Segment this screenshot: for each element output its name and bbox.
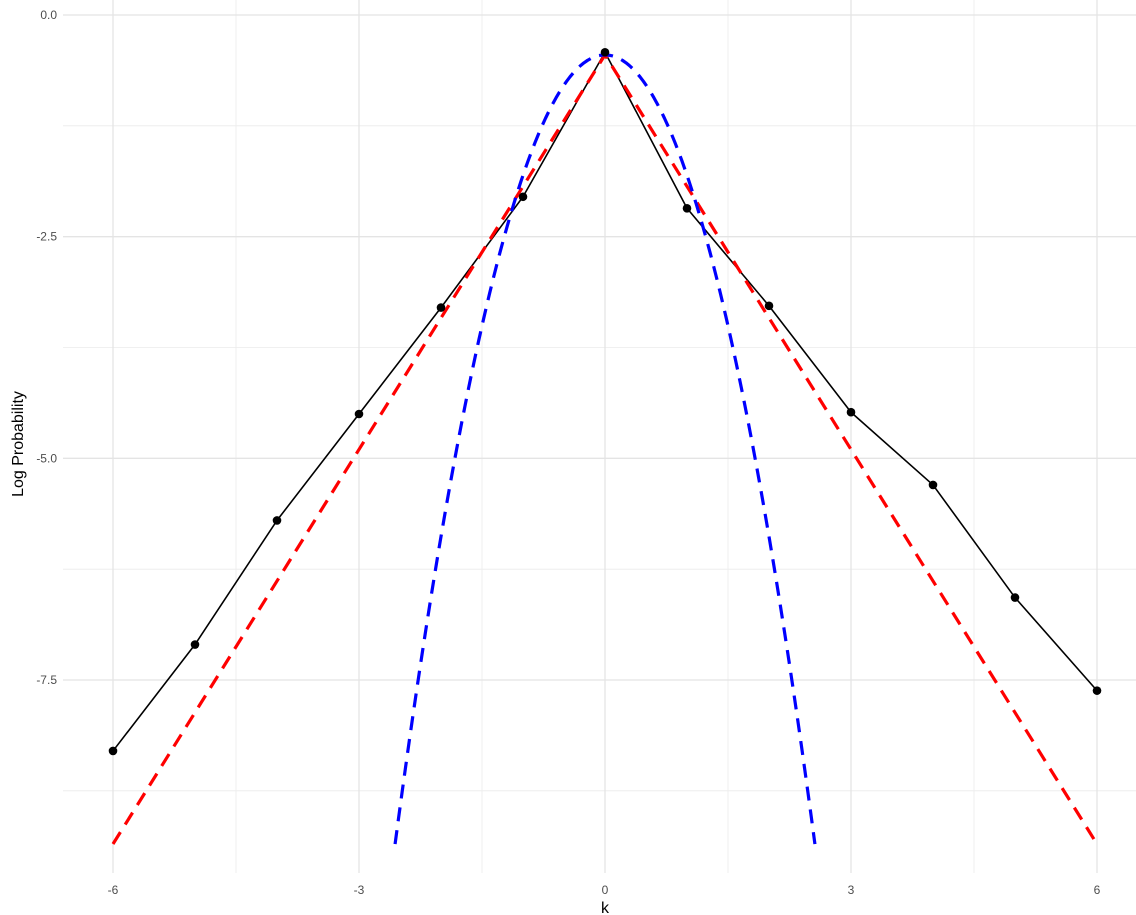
data-point [354,409,364,419]
tick-labels: -6 -3 0 3 6 0.0 -2.5 -5.0 -7.5 [36,8,1100,897]
x-tick-label: 6 [1094,883,1101,897]
x-tick-label: -6 [108,883,119,897]
data-point [600,47,610,57]
y-tick-label: -5.0 [36,451,57,465]
data-point [764,301,774,311]
data-point [682,203,692,213]
data-point [518,192,528,202]
data-point [1092,686,1102,695]
x-axis-title: k [601,900,610,915]
data-point [846,407,856,417]
y-tick-label: -7.5 [36,673,57,687]
y-tick-label: 0.0 [40,8,57,22]
data-point [272,516,282,525]
major-gridlines [63,0,1136,873]
x-tick-label: 0 [602,883,609,897]
minor-gridlines [63,0,1136,873]
x-tick-label: -3 [354,883,365,897]
data-point [190,640,200,649]
data-point [1010,593,1020,602]
y-tick-label: -2.5 [36,230,57,244]
x-tick-label: 3 [848,883,855,897]
data-point [108,746,118,756]
y-axis-title: Log Probability [10,391,27,497]
data-point [436,303,446,312]
data-point [928,480,938,490]
points-layer [108,47,1102,756]
